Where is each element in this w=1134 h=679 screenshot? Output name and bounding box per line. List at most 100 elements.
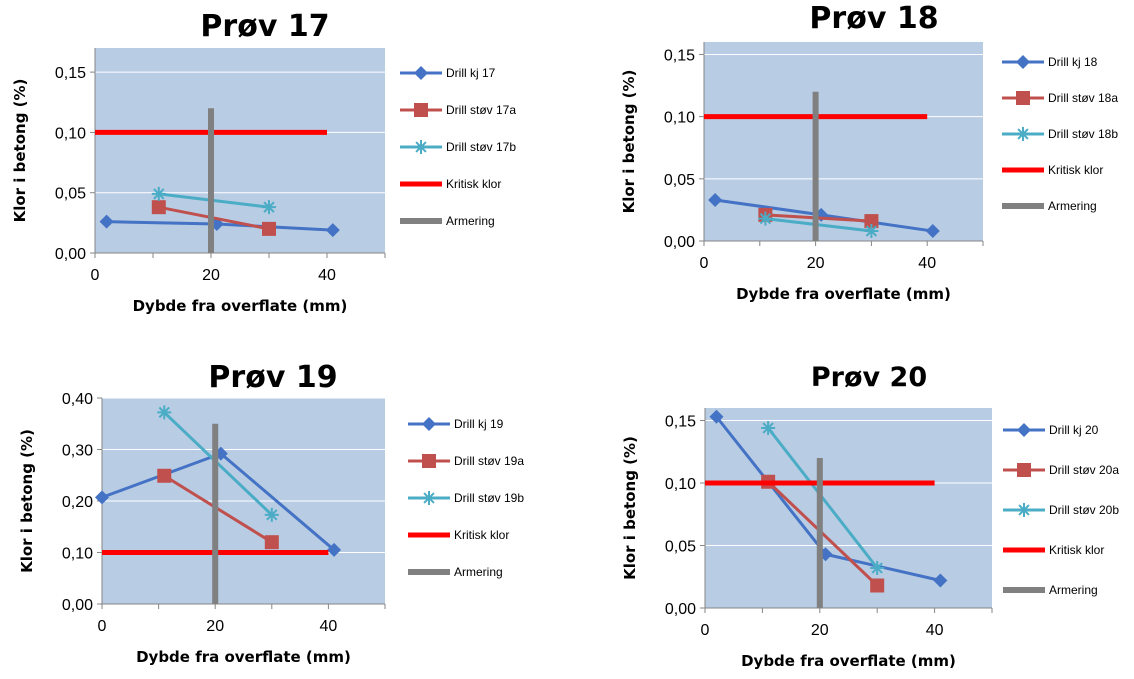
y-axis-label: Klor i betong (%) [621,436,639,580]
y-tick-label: 0,00 [664,234,695,251]
x-tick-label: 40 [918,255,936,272]
legend-item: Drill kj 20 [1003,423,1099,437]
data-point-marker [864,214,879,229]
x-axis-label: Dybde fra overflate (mm) [741,652,956,670]
legend-label: Drill støv 20b [1049,503,1119,517]
data-point-marker [818,547,833,562]
series-drill-kj-20 [709,409,948,588]
x-tick-label: 20 [811,622,829,639]
legend-label: Drill støv 20a [1049,463,1119,477]
legend-label: Drill kj 19 [454,417,504,431]
legend-item: Kritisk klor [408,528,509,542]
x-tick-label: 20 [206,618,224,635]
data-point-marker [95,490,109,505]
y-tick-label: 0,00 [665,601,696,618]
data-point-marker [1016,127,1030,141]
legend-item: Kritisk klor [1002,163,1103,177]
data-point-marker [264,507,279,522]
data-point-marker [422,491,436,505]
y-tick-label: 0,40 [62,391,93,408]
data-point-marker [414,140,428,154]
y-tick-label: 0,10 [665,476,696,493]
chart-title: Prøv 19 [208,360,337,395]
legend-item: Drill støv 20a [1003,463,1119,477]
y-tick-label: 0,20 [62,494,93,511]
legend-label: Drill kj 17 [446,66,496,80]
y-tick-label: 0,00 [55,246,86,263]
x-tick-label: 40 [926,622,944,639]
x-tick-label: 20 [807,255,825,272]
data-point-marker [327,542,342,557]
legend-item: Drill støv 17b [400,140,516,154]
legend-item: Drill støv 18b [1002,127,1118,141]
x-axis-label: Dybde fra overflate (mm) [133,297,348,315]
legend-label: Armering [454,565,503,579]
data-point-marker [1016,91,1030,105]
chart-prov-20: Prøv 20 0,00 0,05 0,10 0,15 0 20 40 Dybde fra ov… [567,340,1134,679]
data-point-marker [151,200,166,215]
data-point-marker [157,405,172,420]
data-point-marker [870,578,885,593]
data-point-marker [262,221,276,236]
chart-prov-17: Prøv 17 0,00 0,05 0,10 0,15 0 20 40 Dybde fra ov… [0,0,567,340]
y-axis-label: Klor i betong (%) [620,70,638,214]
data-point-marker [422,417,436,431]
data-point-marker [1017,503,1031,517]
chart-prov-18: Prøv 18 0,00 0,05 0,10 0,15 0 20 40 Dybde fra ov… [567,0,1134,340]
y-tick-label: 0,05 [664,172,695,189]
y-tick-label: 0,15 [665,414,696,431]
data-point-marker [262,200,276,215]
legend-label: Armering [1049,583,1098,597]
legend-item: Drill kj 19 [408,417,504,431]
plot-area [95,48,385,253]
legend-label: Kritisk klor [446,177,501,191]
legend-label: Drill støv 18a [1048,91,1118,105]
y-tick-label: 0,15 [55,65,86,82]
legend-label: Drill støv 19a [454,454,524,468]
legend-label: Drill støv 19b [454,491,524,505]
x-tick-label: 0 [98,618,107,635]
data-point-marker [864,224,879,239]
legend-item: Kritisk klor [1003,543,1104,557]
legend-label: Kritisk klor [1049,543,1104,557]
plot-area [704,42,983,241]
chart-svg: Prøv 19 0,00 0,10 0,20 0,30 0,40 0 20 40 Dybde fr… [18,360,524,666]
data-point-marker [925,224,940,239]
legend-label: Drill støv 17a [446,103,516,117]
legend-item: Armering [1003,583,1098,597]
chart-svg: Prøv 18 0,00 0,05 0,10 0,15 0 20 40 Dybde fra ov… [620,1,1118,303]
plot-area [705,408,992,608]
chart-svg: Prøv 17 0,00 0,05 0,10 0,15 0 20 40 Dybde fra ov… [11,9,516,315]
x-tick-label: 0 [700,255,709,272]
legend-item: Drill støv 17a [400,103,516,117]
chart-title: Prøv 20 [811,362,927,393]
data-point-marker [1017,423,1031,437]
data-point-marker [709,409,724,424]
y-tick-label: 0,00 [62,597,93,614]
legend-item: Drill støv 19b [408,491,524,505]
data-point-marker [151,186,166,201]
legend-item: Drill støv 18a [1002,91,1118,105]
legend-item: Drill kj 17 [400,66,496,80]
legend-item: Kritisk klor [400,177,501,191]
y-tick-label: 0,15 [664,47,695,64]
data-point-marker [758,211,773,226]
legend-label: Drill kj 20 [1049,423,1099,437]
legend-item: Armering [400,214,495,228]
data-point-marker [1016,55,1030,69]
data-point-marker [414,103,428,117]
x-tick-label: 40 [318,267,336,284]
data-point-marker [1017,463,1031,477]
legend-label: Drill støv 18b [1048,127,1118,141]
data-point-marker [414,66,428,80]
x-tick-label: 0 [701,622,710,639]
data-point-marker [325,223,340,238]
data-point-marker [422,454,436,468]
data-point-marker [99,214,114,229]
chart-title: Prøv 18 [809,1,938,36]
y-axis-label: Klor i betong (%) [11,79,29,223]
y-tick-label: 0,10 [664,110,695,127]
y-tick-label: 0,10 [55,125,86,142]
legend-item: Armering [408,565,503,579]
y-tick-label: 0,30 [62,443,93,460]
